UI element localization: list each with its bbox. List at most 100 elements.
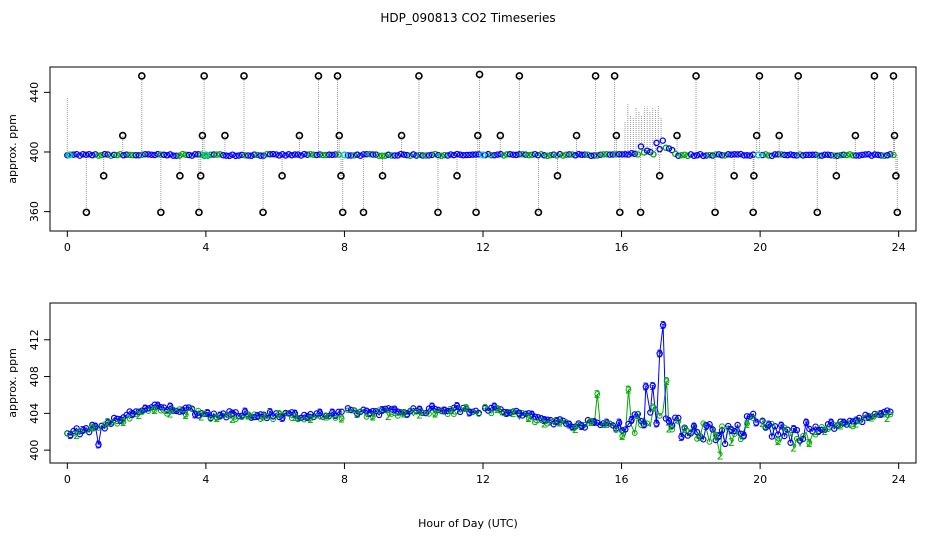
outlier-point [711,208,719,217]
series-2-label: 2 [868,411,875,424]
outlier-point [198,131,207,140]
baseline-point [350,152,358,159]
baseline-point [198,151,205,158]
series-2-label: 2 [666,422,673,435]
baseline-point [855,152,863,159]
series-2-point [525,415,532,422]
series-2-point [407,407,414,414]
series-3-point [238,412,246,419]
series-2-label: 2 [401,407,408,420]
baseline-point [397,150,405,158]
baseline-point [166,151,174,158]
series-3-label: 3 [329,407,336,420]
baseline-point [830,152,838,159]
series-2-label: 2 [775,435,782,448]
baseline-point [706,151,713,159]
series-3-point [631,411,638,418]
baseline-point [734,151,741,158]
series-2-point [700,420,707,427]
baseline-point [696,150,704,158]
series-3-label: 3 [728,424,735,437]
bottom-y-axis-label: approx. ppm [6,348,19,418]
series-2-point [276,410,283,417]
top-x-tick-label: 20 [753,241,767,254]
series-3-point [173,407,180,415]
series-3-label: 3 [865,411,872,424]
series-3-point [656,350,663,357]
series-2-label: 2 [245,410,252,423]
baseline-point [238,151,246,159]
baseline-point [494,151,501,158]
series-3-point [522,410,529,418]
series-2-point [151,407,158,413]
top-y-tick-label: 440 [28,82,41,103]
series-2-point [862,414,869,421]
baseline-point [375,152,383,160]
series-3-point [466,409,473,416]
bottom-x-tick-label: 20 [753,473,767,486]
baseline-point [73,150,80,158]
series-3-point [422,409,430,417]
series-2-label: 2 [728,436,735,449]
top-x-axis: 0 4 8 12 16 20 24 [64,231,906,254]
baseline-point [160,151,168,159]
series-2-label: 2 [182,409,189,422]
series-2-point [363,413,370,420]
series-2-point [214,415,220,421]
top-panel: 0 4 8 12 16 20 24 360 400 440 approx. ppm [6,66,917,254]
series-2-point [644,420,651,427]
series-3-label: 3 [528,408,535,421]
series-2-point [800,432,806,439]
baseline-point [684,152,691,160]
baseline-point [244,152,252,159]
baseline-point [241,152,249,159]
baseline-point [319,151,327,159]
outlier-point [794,72,803,80]
series-3-point [235,413,242,420]
series-2-point [719,423,725,430]
series-3-label: 3 [79,424,86,437]
series-3-point [884,407,891,414]
series-3-point [279,414,286,422]
baseline-point [138,151,146,159]
series-3-point [793,426,801,434]
baseline-point [534,152,542,159]
series-2-point [95,424,102,431]
series-3-point [157,403,165,411]
series-2-point [806,440,813,446]
spike-label: 3 [649,380,656,393]
baseline-point [506,150,514,158]
series-3-point [787,439,794,446]
series-2-label: 2 [73,429,80,442]
series-2-point [438,408,445,415]
series-2-point [843,419,850,426]
series-2-point [114,420,121,427]
series-3-point [809,428,816,435]
baseline-point [528,151,536,159]
series-3-point [266,408,274,416]
series-3-point [456,408,464,416]
outlier-point [195,208,203,217]
series-3-label: 3 [254,410,261,423]
highlight-point [340,151,348,159]
baseline-point [715,151,723,158]
baseline-point [550,151,557,158]
baseline-point [615,150,623,158]
baseline-point [120,151,127,159]
series-3-point [254,412,261,420]
series-3-point [182,404,189,411]
series-2-label: 2 [806,437,813,450]
series-3-point [291,410,299,417]
series-2-point [251,411,258,418]
baseline-point [821,151,829,158]
series-2-point [220,412,227,419]
series-2-point [232,416,239,423]
series-2-label: 2 [712,429,719,442]
series-3-point [600,420,607,427]
series-2-point [712,432,719,439]
series-2-label: 2 [619,430,626,443]
baseline-point [388,152,395,159]
series-3-label: 3 [291,408,298,421]
outlier-point [893,208,902,217]
baseline-point [248,152,255,160]
